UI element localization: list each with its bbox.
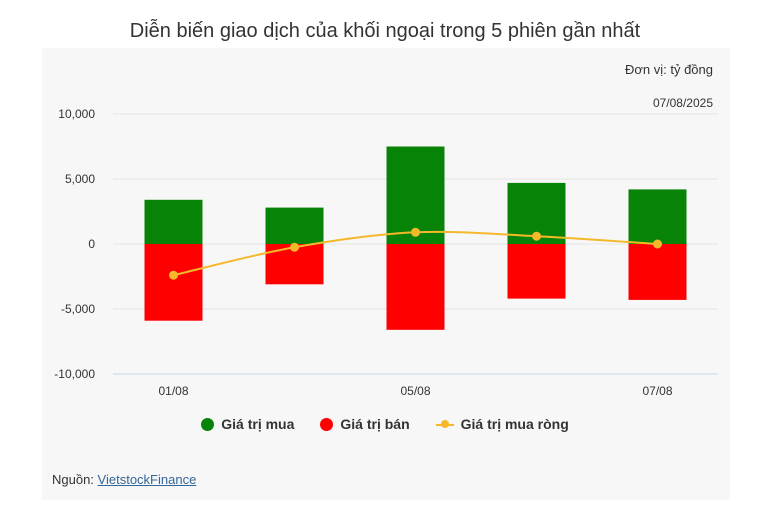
- x-tick-label: 05/08: [400, 384, 430, 398]
- legend-buy-label: Giá trị mua: [221, 416, 295, 432]
- y-tick-label: -10,000: [54, 367, 95, 381]
- x-tick-label: 01/08: [158, 384, 188, 398]
- legend-net-label: Giá trị mua ròng: [460, 416, 569, 432]
- net-point: [169, 270, 178, 280]
- date-label: 07/08/2025: [653, 96, 713, 110]
- source-link[interactable]: VietstockFinance: [97, 472, 197, 487]
- unit-label: Đơn vị: tỷ đồng: [625, 62, 713, 77]
- bars: [144, 146, 687, 330]
- x-tick-label: 07/08: [642, 384, 672, 398]
- sell-bar: [386, 244, 445, 330]
- net-point: [532, 231, 541, 241]
- buy-bar: [144, 199, 203, 244]
- y-axis: 10,000 5,000 0 -5,000 -10,000: [54, 107, 95, 381]
- legend: Giá trị mua Giá trị bán Giá trị mua ròng: [0, 416, 770, 432]
- chart-title: Diễn biến giao dịch của khối ngoại trong…: [129, 20, 641, 42]
- buy-bar: [265, 207, 324, 244]
- y-tick-label: 5,000: [65, 172, 95, 186]
- buy-bar: [628, 189, 687, 244]
- source-note: Nguồn: VietstockFinance: [52, 472, 196, 487]
- net-point: [290, 242, 299, 252]
- source-label: Nguồn:: [52, 472, 98, 487]
- buy-bar: [386, 146, 445, 244]
- sell-bar: [507, 244, 566, 299]
- legend-sell-label: Giá trị bán: [340, 416, 410, 432]
- legend-item-sell[interactable]: Giá trị bán: [320, 416, 410, 432]
- net-point: [411, 227, 420, 237]
- legend-item-buy[interactable]: Giá trị mua: [201, 416, 294, 432]
- legend-buy-marker: [201, 417, 215, 431]
- sell-bar: [144, 244, 203, 321]
- x-axis: 01/08 05/08 07/08: [158, 384, 672, 398]
- y-tick-label: 0: [88, 237, 95, 251]
- net-point: [653, 239, 662, 249]
- y-tick-label: -5,000: [61, 302, 95, 316]
- y-tick-label: 10,000: [58, 107, 95, 121]
- legend-net-marker: [435, 418, 454, 431]
- legend-item-net[interactable]: Giá trị mua ròng: [435, 416, 569, 432]
- legend-sell-marker: [320, 417, 334, 431]
- sell-bar: [628, 244, 687, 300]
- net-line: [169, 227, 662, 280]
